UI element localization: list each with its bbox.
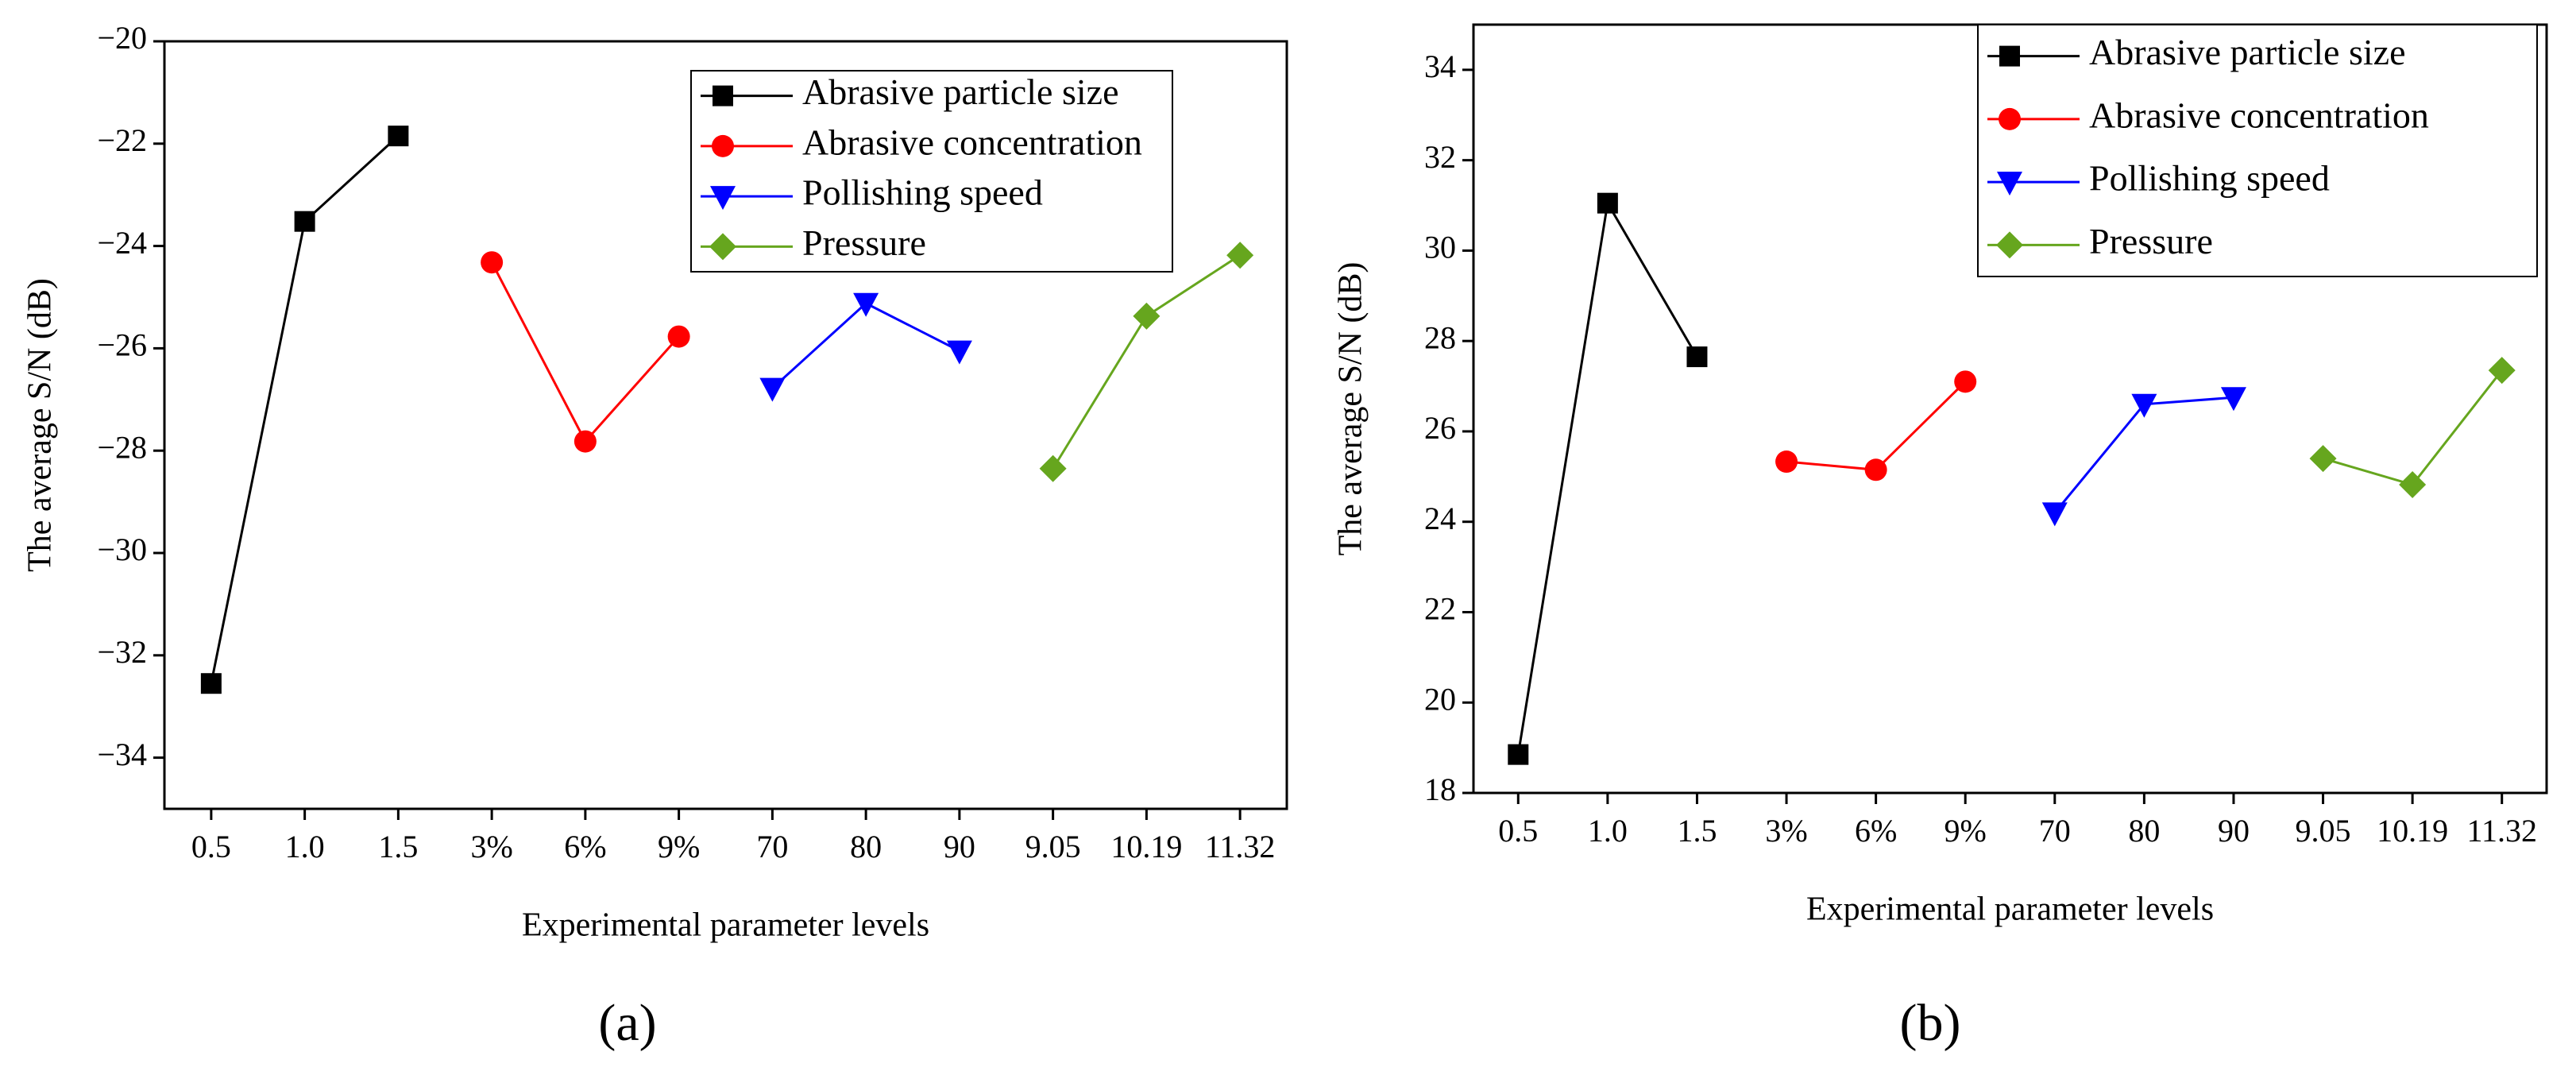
x-tick-label: 1.5	[378, 829, 418, 864]
y-tick-label: −26	[97, 327, 147, 363]
x-axis-label: Experimental parameter levels	[522, 907, 929, 944]
series-line	[490, 261, 680, 444]
x-tick-label: 9.05	[1025, 829, 1081, 864]
x-tick-label: 80	[850, 829, 882, 864]
panel-label: (a)	[598, 994, 656, 1052]
series-line	[1052, 253, 1241, 470]
series-line	[1786, 381, 1967, 471]
marker	[2488, 357, 2516, 385]
marker	[1226, 242, 1254, 269]
marker	[946, 340, 972, 365]
marker	[1997, 172, 2022, 196]
x-tick-label: 90	[2218, 813, 2250, 849]
marker	[294, 211, 315, 232]
marker	[1864, 458, 1887, 481]
legend-text: Pollishing speed	[2089, 158, 2330, 199]
y-tick-label: −32	[97, 634, 147, 670]
x-tick-label: 90	[944, 829, 975, 864]
marker	[1775, 450, 1798, 474]
y-tick-label: −30	[97, 532, 147, 567]
y-tick-label: −24	[97, 225, 147, 261]
marker	[1999, 107, 2021, 130]
marker	[710, 186, 736, 211]
marker	[1954, 370, 1977, 393]
legend-box	[690, 70, 1173, 273]
x-tick-label: 3%	[470, 829, 512, 864]
y-tick-label: −22	[97, 122, 147, 158]
legend-text: Abrasive concentration	[2089, 95, 2429, 135]
x-tick-label: 11.32	[1205, 829, 1276, 864]
marker	[1999, 45, 2020, 67]
marker	[759, 377, 786, 402]
marker	[1039, 454, 1067, 482]
marker	[667, 325, 690, 348]
x-tick-label: 1.0	[285, 829, 325, 864]
marker	[2399, 471, 2427, 499]
marker	[388, 126, 409, 147]
x-tick-label: 10.19	[1110, 829, 1182, 864]
legend-text: Pressure	[802, 222, 926, 263]
marker	[1686, 346, 1708, 368]
y-tick-label: 30	[1424, 230, 1456, 265]
series-line	[1516, 199, 1698, 755]
x-tick-label: 1.5	[1677, 813, 1717, 849]
x-tick-label: 70	[756, 829, 788, 864]
marker	[481, 251, 504, 274]
x-tick-label: 1.0	[1588, 813, 1628, 849]
x-tick-label: 80	[2128, 813, 2160, 849]
y-tick-label: 18	[1424, 771, 1456, 807]
marker	[1133, 302, 1161, 330]
marker	[1996, 231, 2023, 259]
x-axis-label: Experimental parameter levels	[1806, 891, 2214, 928]
marker	[2309, 445, 2337, 473]
marker	[200, 673, 222, 694]
y-tick-label: 20	[1424, 681, 1456, 717]
series-line	[2323, 369, 2503, 486]
legend-text: Pollishing speed	[802, 172, 1043, 213]
marker	[574, 430, 597, 453]
x-tick-label: 9%	[1945, 813, 1987, 849]
x-tick-label: 6%	[1855, 813, 1897, 849]
y-tick-label: 28	[1424, 319, 1456, 355]
y-axis-label: The average S/N (dB)	[22, 278, 59, 572]
x-tick-label: 9%	[658, 829, 700, 864]
marker	[713, 85, 733, 106]
y-tick-label: 22	[1424, 591, 1456, 627]
y-tick-label: −28	[97, 429, 147, 465]
marker	[709, 233, 736, 261]
marker	[2220, 387, 2246, 412]
y-tick-label: 26	[1424, 410, 1456, 446]
x-tick-label: 0.5	[191, 829, 231, 864]
legend-text: Abrasive concentration	[802, 122, 1142, 162]
x-tick-label: 0.5	[1498, 813, 1538, 849]
y-tick-label: −34	[97, 737, 147, 772]
marker	[853, 292, 879, 317]
x-tick-label: 9.05	[2296, 813, 2351, 849]
y-tick-label: 24	[1424, 501, 1456, 536]
marker	[2131, 393, 2157, 418]
legend-box	[1977, 24, 2538, 277]
marker	[2041, 502, 2068, 527]
x-tick-label: 6%	[564, 829, 606, 864]
legend-text: Abrasive particle size	[2089, 32, 2405, 72]
y-axis-label: The average S/N (dB)	[1333, 262, 1369, 556]
y-tick-label: −20	[97, 20, 147, 56]
x-tick-label: 11.32	[2466, 813, 2537, 849]
marker	[712, 134, 734, 157]
x-tick-label: 70	[2039, 813, 2071, 849]
marker	[1508, 744, 1529, 765]
panel-label: (b)	[1900, 994, 1961, 1052]
y-tick-label: 32	[1424, 139, 1456, 175]
x-tick-label: 3%	[1765, 813, 1807, 849]
legend-text: Pressure	[2089, 221, 2213, 261]
plot-frame	[163, 40, 1288, 810]
x-tick-label: 10.19	[2377, 813, 2448, 849]
legend-text: Abrasive particle size	[802, 72, 1118, 112]
marker	[1597, 192, 1618, 214]
y-tick-label: 34	[1424, 48, 1456, 84]
